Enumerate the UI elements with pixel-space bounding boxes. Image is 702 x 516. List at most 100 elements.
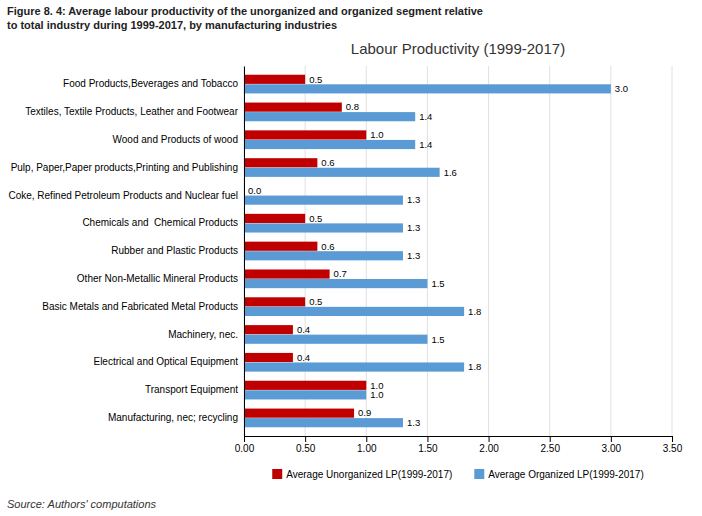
tick-label: 0.00 — [235, 443, 255, 454]
tick: Other Non-Metallic Mineral Products — [77, 273, 238, 284]
data-label: 1.8 — [468, 361, 481, 372]
data-label: 1.0 — [370, 389, 383, 400]
bar — [244, 279, 427, 288]
data-label: 0.0 — [248, 185, 261, 196]
bar — [244, 381, 366, 390]
tick-label: Coke, Refined Petroleum Products and Nuc… — [8, 190, 238, 201]
bar — [244, 325, 293, 334]
tick: Chemicals and Chemical Products — [82, 217, 238, 228]
tick-label: 1.00 — [357, 443, 377, 454]
tick: Food Products,Beverages and Tobacco — [63, 78, 238, 89]
grid-line — [305, 66, 306, 436]
tick-label: 1.50 — [418, 443, 438, 454]
data-label: 0.7 — [334, 268, 347, 279]
tick-label: Other Non-Metallic Mineral Products — [77, 273, 238, 284]
chart-title: Labour Productivity (1999-2017) — [351, 40, 565, 57]
tick-mark — [489, 436, 490, 442]
figure-title: Figure 8. 4: Average labour productivity… — [7, 5, 483, 17]
bar — [244, 103, 342, 112]
data-label: 3.0 — [615, 83, 628, 94]
bar — [244, 168, 440, 177]
data-label: 0.4 — [297, 324, 310, 335]
data-label: 0.6 — [321, 241, 334, 252]
grid — [244, 66, 672, 436]
data-label: 1.3 — [407, 250, 420, 261]
tick-label: Manufacturing, nec; recycling — [108, 412, 238, 423]
bars — [244, 75, 611, 428]
tick: Pulp, Paper,Paper products,Printing and … — [11, 162, 238, 173]
tick-label: 2.00 — [479, 443, 499, 454]
bar — [244, 335, 427, 344]
tick: Wood and Products of wood — [113, 134, 238, 145]
bar — [244, 223, 403, 232]
tick-label: Transport Equipment — [145, 384, 238, 395]
data-label: 1.4 — [419, 111, 432, 122]
legend-swatch — [272, 469, 282, 479]
legend-swatch — [474, 469, 484, 479]
tick: Manufacturing, nec; recycling — [108, 412, 238, 423]
legend: Average Unorganized LP(1999-2017) Average… — [272, 469, 644, 480]
tick-label: 2.50 — [540, 443, 560, 454]
tick: Machinery, nec. — [168, 329, 238, 340]
tick: Basic Metals and Fabricated Metal Produc… — [42, 301, 238, 312]
tick-label: Rubber and Plastic Products — [111, 245, 238, 256]
bar — [244, 418, 403, 427]
data-label: 0.4 — [297, 352, 310, 363]
bar — [244, 353, 293, 362]
tick-mark — [305, 436, 306, 442]
tick-label: Textiles, Textile Products, Leather and … — [25, 106, 238, 117]
bar — [244, 84, 611, 93]
grid-line — [549, 66, 550, 436]
bar-series — [244, 84, 611, 427]
data-label: 1.5 — [431, 278, 444, 289]
data-label: 0.5 — [309, 74, 322, 85]
tick: 0.50 — [296, 436, 316, 454]
tick: 0.00 — [235, 436, 255, 454]
data-label: 0.8 — [346, 101, 359, 112]
data-label: 1.8 — [468, 306, 481, 317]
axis-line — [245, 437, 673, 443]
tick-label: Machinery, nec. — [168, 329, 238, 340]
tick-mark — [611, 436, 612, 442]
bar — [244, 158, 317, 167]
bar — [244, 130, 366, 139]
data-label: 0.6 — [321, 157, 334, 168]
grid-line — [366, 66, 367, 436]
data-labels: 0.91.00.40.40.50.70.60.50.00.61.00.80.51… — [248, 74, 628, 428]
tick: 2.50 — [540, 436, 560, 454]
tick: 3.00 — [602, 436, 622, 454]
data-label: 0.5 — [309, 296, 322, 307]
tick-mark — [672, 436, 673, 442]
bar — [244, 297, 305, 306]
x-axis: 0.00 0.50 1.00 1.50 2.00 2.50 3.00 3.50 — [235, 436, 683, 454]
tick-mark — [427, 436, 428, 442]
data-label: 1.3 — [407, 222, 420, 233]
bar — [244, 196, 403, 205]
legend-item: Average Organized LP(1999-2017) — [474, 469, 643, 480]
legend-label: Average Organized LP(1999-2017) — [488, 469, 643, 480]
data-label: 1.5 — [431, 334, 444, 345]
grid-line — [244, 66, 245, 436]
grid-line — [610, 66, 611, 436]
axis-line — [244, 67, 245, 437]
legend-label: Average Unorganized LP(1999-2017) — [286, 469, 452, 480]
data-label: 1.3 — [407, 194, 420, 205]
grid-line — [672, 66, 673, 436]
tick-mark — [550, 436, 551, 442]
tick-label: 3.50 — [663, 443, 683, 454]
tick: Rubber and Plastic Products — [111, 245, 238, 256]
bar — [244, 409, 354, 418]
figure-title: to total industry during 1999-2017, by m… — [7, 19, 337, 31]
tick-mark — [244, 436, 245, 442]
data-label: 1.3 — [407, 417, 420, 428]
bar — [244, 362, 464, 371]
tick-label: 3.00 — [602, 443, 622, 454]
bar — [244, 269, 330, 278]
tick-label: 0.50 — [296, 443, 316, 454]
data-label: 1.6 — [444, 167, 457, 178]
tick: 1.50 — [418, 436, 438, 454]
tick-label: Chemicals and Chemical Products — [82, 217, 238, 228]
tick: 3.50 — [663, 436, 683, 454]
legend-item: Average Unorganized LP(1999-2017) — [272, 469, 452, 480]
tick-label: Pulp, Paper,Paper products,Printing and … — [11, 162, 238, 173]
